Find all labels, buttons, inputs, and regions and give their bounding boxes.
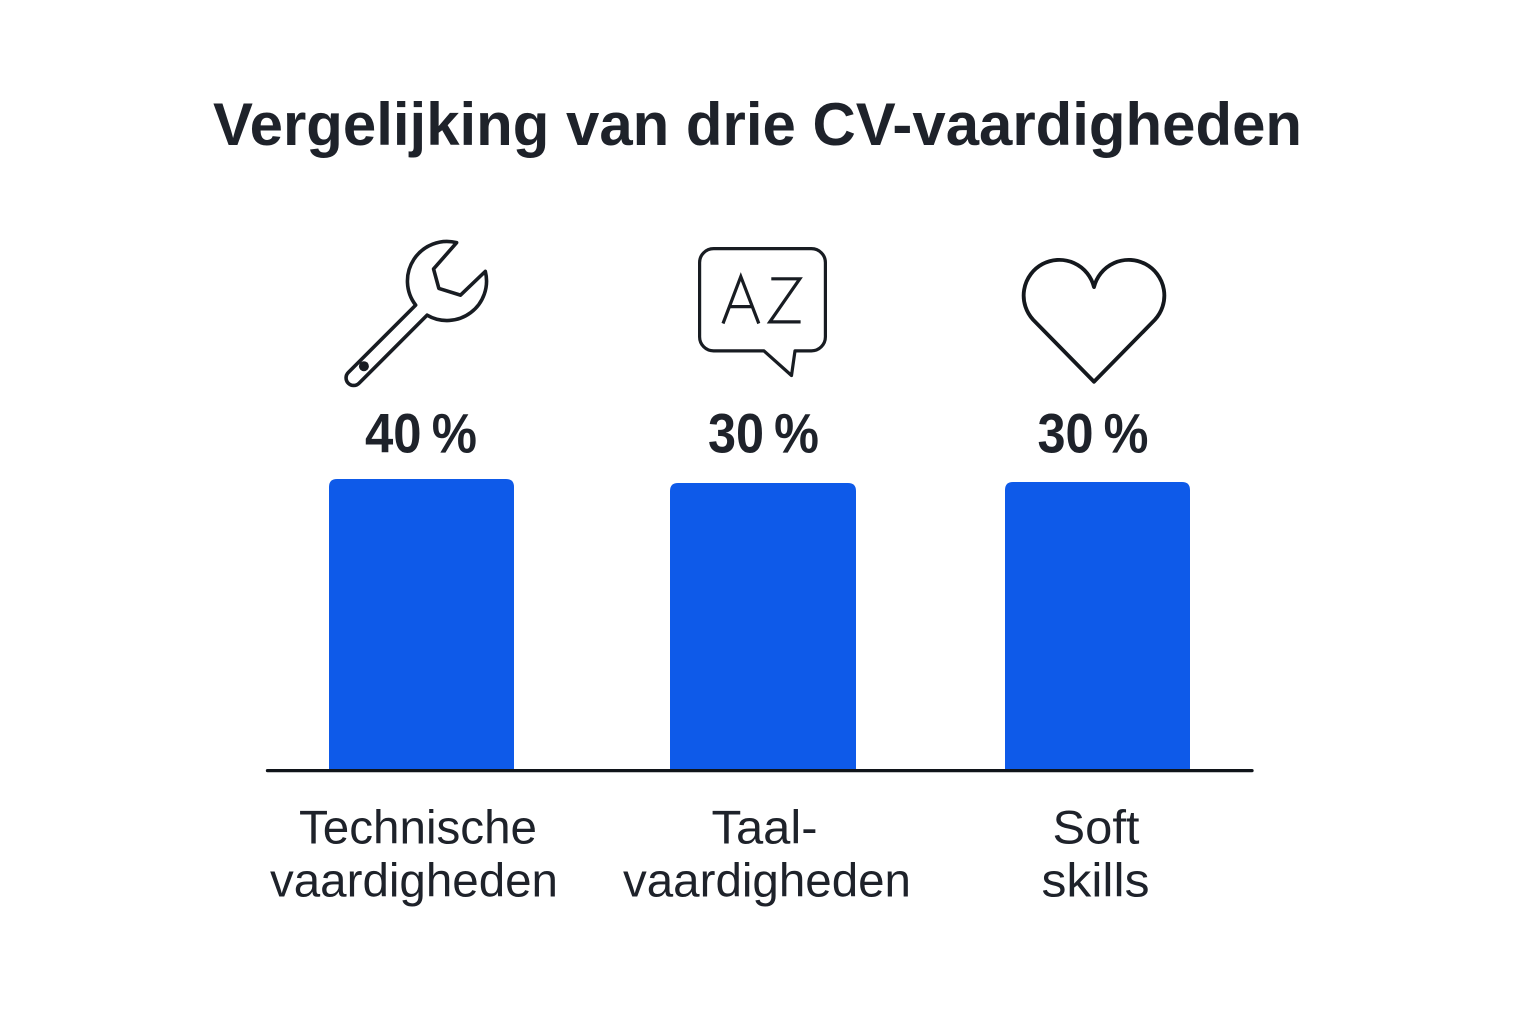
svg-text:Vergelijking van drie CV-vaard: Vergelijking van drie CV-vaardigheden: [213, 91, 1302, 158]
svg-text:Technische: Technische: [299, 801, 537, 854]
svg-text:skills: skills: [1042, 854, 1150, 907]
svg-text:30 %: 30 %: [1038, 403, 1149, 465]
svg-text:vaardigheden: vaardigheden: [623, 854, 911, 907]
svg-text:Soft: Soft: [1053, 801, 1140, 854]
svg-text:30 %: 30 %: [708, 403, 819, 465]
svg-text:vaardigheden: vaardigheden: [270, 854, 558, 907]
svg-text:40 %: 40 %: [365, 403, 477, 465]
svg-text:Taal-: Taal-: [712, 801, 818, 854]
